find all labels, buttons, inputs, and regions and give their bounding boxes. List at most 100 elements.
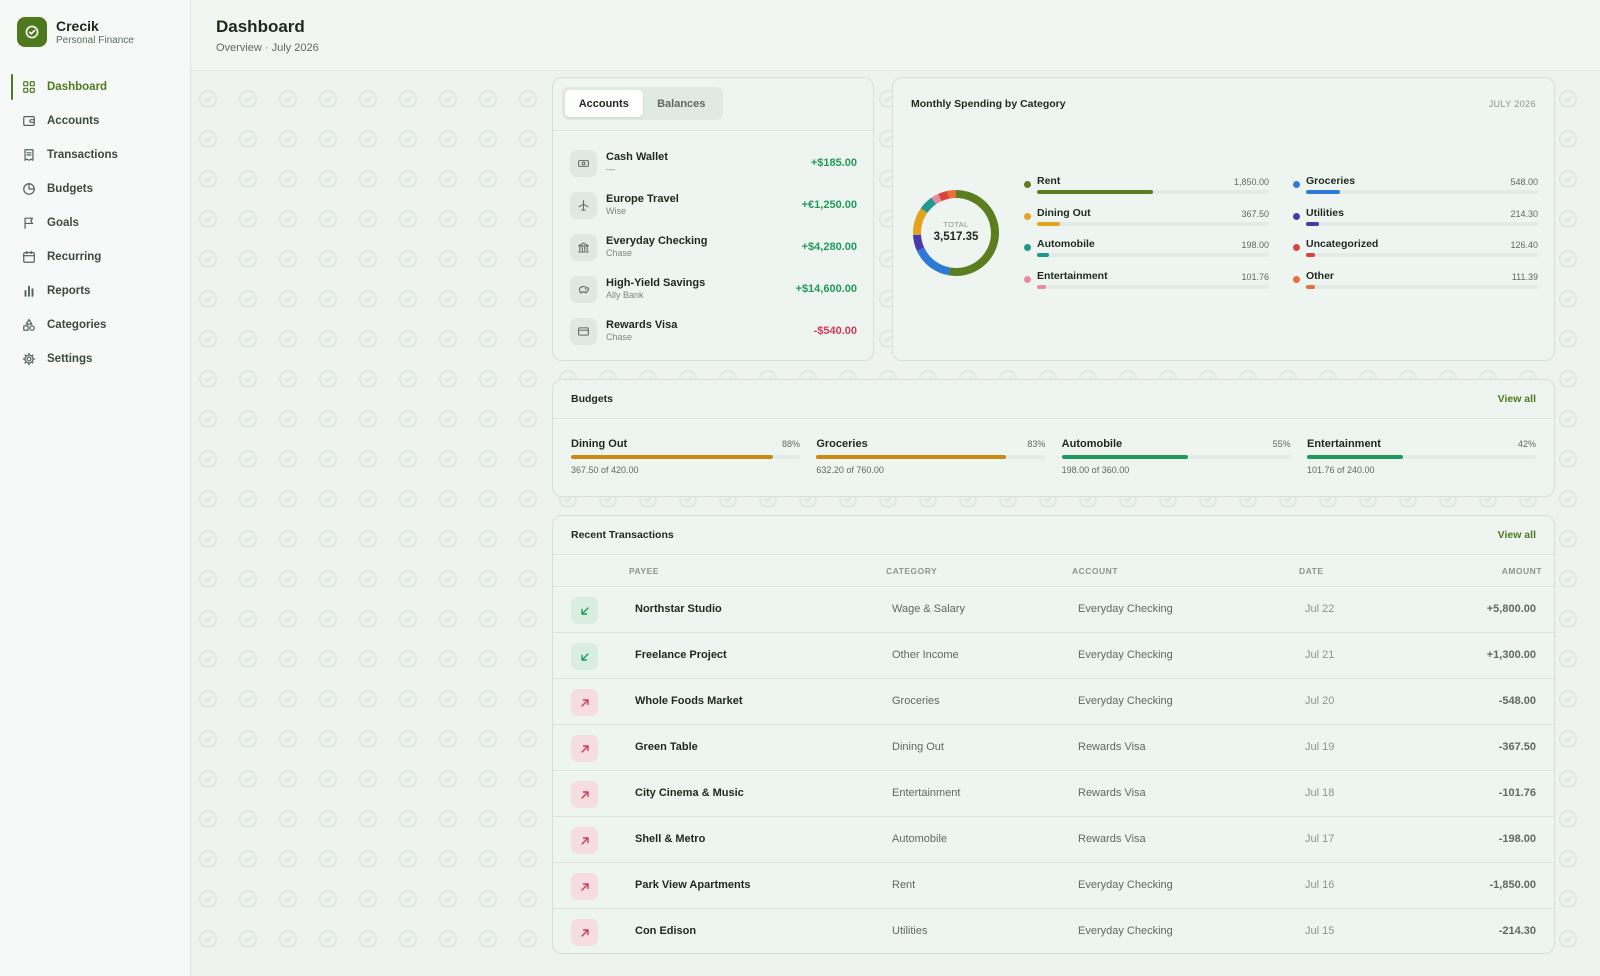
table-row[interactable]: Northstar Studio Wage & Salary Everyday Ch… [553,587,1554,633]
legend-swatch [1293,181,1300,188]
legend-item-utilities[interactable]: Utilities 214.30 [1293,207,1538,239]
wallet-icon [22,114,36,128]
budget-item-entertainment[interactable]: Entertainment 42% 101.76 of 240.00 [1306,438,1536,478]
table-row[interactable]: Park View Apartments Rent Everyday Checkin… [553,863,1554,909]
account-row[interactable]: Cash Wallet — +$185.00 [570,142,857,184]
legend-swatch [1024,212,1031,220]
sidebar-item-budgets[interactable]: Budgets [0,172,191,206]
sidebar-item-accounts[interactable]: Accounts [0,104,191,138]
table-row[interactable]: Con Edison Utilities Everyday Checking Jul … [553,909,1554,955]
gear-icon [22,352,36,366]
budget-name: Automobile [1061,438,1123,450]
legend-swatch [1024,181,1031,188]
tab-balances[interactable]: Balances [657,97,706,110]
sidebar-item-settings[interactable]: Settings [0,342,191,376]
table-row[interactable]: Whole Foods Market Groceries Everyday Chec… [553,679,1554,725]
legend-item-other[interactable]: Other 111.39 [1293,270,1538,302]
page-header: Dashboard Overview · July 2026 [191,0,1600,71]
donut-slice-automobile[interactable] [920,197,937,214]
transaction-payee: Green Table [635,741,698,753]
budget-percent: 42% [1517,439,1536,449]
legend-label: Groceries [1306,175,1356,187]
legend-item-dining-out[interactable]: Dining Out 367.50 [1024,207,1269,239]
donut-slice-entertainment[interactable] [931,193,942,205]
pie-icon [22,182,36,196]
table-row[interactable]: Freelance Project Other Income Everyday Ch… [553,633,1554,679]
brand-logo-icon [17,17,47,47]
legend-swatch [1293,244,1300,251]
sidebar-item-categories[interactable]: Categories [0,308,191,342]
account-row[interactable]: Europe Travel Wise +€1,250.00 [570,184,857,226]
transaction-category: Other Income [892,649,959,661]
legend-value: 101.76 [1241,271,1269,282]
transaction-payee: Freelance Project [635,649,727,661]
legend-label: Rent [1037,175,1061,187]
transaction-date: Jul 15 [1305,925,1335,937]
table-row[interactable]: Shell & Metro Automobile Rewards Visa Jul 1… [553,817,1554,863]
brand[interactable]: Crecik Personal Finance [17,17,134,47]
transaction-account: Everyday Checking [1078,603,1173,615]
sidebar-item-label: Dashboard [47,81,108,93]
donut-slice-rent[interactable] [949,190,999,276]
budget-item-automobile[interactable]: Automobile 55% 198.00 of 360.00 [1061,438,1291,478]
account-row[interactable]: Everyday Checking Chase +$4,280.00 [570,226,857,268]
column-header-date[interactable]: DATE [1299,566,1324,576]
donut-slice-uncategorized[interactable] [938,190,950,202]
tab-accounts[interactable]: Accounts [565,90,643,117]
arrow-up-right-icon [571,735,598,762]
sidebar-item-transactions[interactable]: Transactions [0,138,191,172]
account-balance: -$540.00 [813,325,857,337]
legend-item-entertainment[interactable]: Entertainment 101.76 [1024,270,1269,302]
legend-item-rent[interactable]: Rent 1,850.00 [1024,175,1269,207]
budget-item-groceries[interactable]: Groceries 83% 632.20 of 760.00 [816,438,1046,478]
transaction-date: Jul 16 [1305,879,1335,891]
legend-bar-track [1306,253,1538,257]
account-row[interactable]: High-Yield Savings Ally Bank +$14,600.00 [570,268,857,310]
legend-bar-track [1037,221,1269,226]
table-row[interactable]: City Cinema & Music Entertainment Rewards … [553,771,1554,817]
column-header-payee[interactable]: PAYEE [629,566,659,576]
sidebar-item-dashboard[interactable]: Dashboard [0,70,191,104]
legend-bar-fill [1037,253,1050,257]
sidebar-item-recurring[interactable]: Recurring [0,240,191,274]
donut-slice-utilities[interactable] [913,234,925,251]
legend-item-automobile[interactable]: Automobile 198.00 [1024,238,1269,270]
legend-label: Uncategorized [1306,238,1379,250]
account-info: Europe Travel Wise [606,193,802,217]
table-row[interactable]: Green Table Dining Out Rewards Visa Jul 19 -… [553,725,1554,771]
account-info: Everyday Checking Chase [606,235,802,259]
transaction-account: Everyday Checking [1078,879,1173,891]
transaction-amount: -1,850.00 [1489,879,1536,891]
transaction-account: Rewards Visa [1078,741,1146,753]
column-header-account[interactable]: ACCOUNT [1072,566,1118,576]
account-row[interactable]: Rewards Visa Chase -$540.00 [570,310,857,352]
legend-bar-fill [1037,190,1153,194]
donut-slice-groceries[interactable] [916,247,951,276]
sidebar-item-label: Recurring [47,251,102,263]
column-header-category[interactable]: CATEGORY [886,566,938,576]
donut-slice-other[interactable] [947,190,957,199]
legend-value: 111.39 [1511,271,1538,282]
legend-item-groceries[interactable]: Groceries 548.00 [1293,175,1538,207]
legend-bar-fill [1037,221,1061,226]
brand-name: Crecik [56,17,99,34]
budgets-view-all-link[interactable]: View all [1497,393,1536,405]
legend-value: 126.40 [1510,240,1538,250]
budget-item-dining-out[interactable]: Dining Out 88% 367.50 of 420.00 [571,438,800,478]
budgets-title: Budgets [571,393,613,405]
column-header-amount[interactable]: AMOUNT [1501,566,1542,576]
transactions-view-all-link[interactable]: View all [1497,529,1536,541]
sidebar-item-goals[interactable]: Goals [0,206,191,240]
transaction-date: Jul 22 [1305,603,1335,615]
legend-swatch [1024,275,1031,283]
transaction-category: Rent [892,879,916,891]
donut-slice-dining-out[interactable] [913,208,928,235]
legend-label: Utilities [1306,206,1344,219]
sidebar-item-reports[interactable]: Reports [0,274,191,308]
budget-detail: 632.20 of 760.00 [816,465,884,475]
transaction-payee: Park View Apartments [635,879,751,891]
legend-item-uncategorized[interactable]: Uncategorized 126.40 [1293,238,1538,270]
credit-card-icon [570,317,597,345]
transaction-account: Everyday Checking [1078,649,1173,661]
budget-detail: 198.00 of 360.00 [1061,465,1130,475]
